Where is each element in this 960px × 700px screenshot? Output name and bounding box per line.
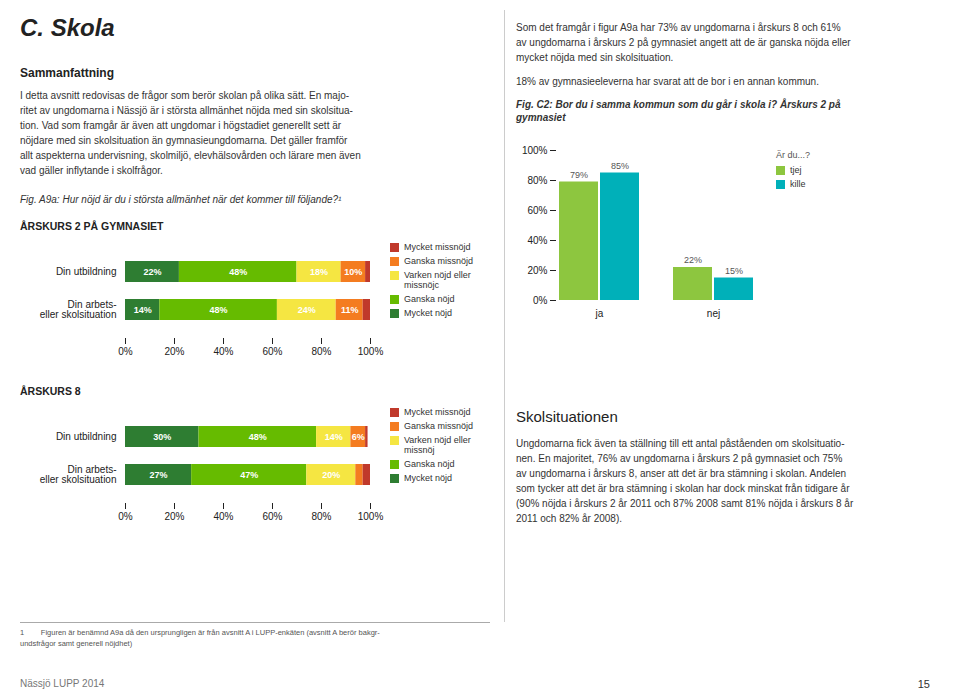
html-text:Mycket missnöjd: Mycket missnöjd [404,242,471,252]
html-text:Skolsituationen: Skolsituationen [516,408,618,425]
svg-text:48%: 48% [229,267,247,277]
html-text:Mycket nöjd: Mycket nöjd [404,473,452,483]
html-text:C. Skola: C. Skola [20,14,115,41]
html-text:Ganska nöjd: Ganska nöjd [404,459,455,469]
html-text:18% av gymnasieeleverna har sv: 18% av gymnasieeleverna har svarat att d… [516,76,819,87]
html-text:Varken nöjd eller missnöjc: Varken nöjd eller missnöjc [404,270,471,290]
svg-text:100%: 100% [522,145,548,156]
svg-text:100%: 100% [358,511,384,522]
html-text:Mycket missnöjd: Mycket missnöjd [404,407,471,417]
svg-text:40%: 40% [213,511,233,522]
svg-text:15%: 15% [725,266,743,276]
svg-text:20%: 20% [527,265,547,276]
svg-text:14%: 14% [325,432,343,442]
svg-text:Din arbets-eller skolsituation: Din arbets-eller skolsituation [40,464,117,485]
svg-text:6%: 6% [352,432,365,442]
svg-text:100%: 100% [358,346,384,357]
html-text:15: 15 [917,678,930,690]
svg-text:60%: 60% [262,511,282,522]
svg-text:27%: 27% [150,470,168,480]
svg-text:0%: 0% [533,295,548,306]
html-text:Ungdomarna fick även ta ställn: Ungdomarna fick även ta ställning till e… [516,438,854,524]
html-text:ÅRSKURS 8: ÅRSKURS 8 [20,385,81,397]
html-text:tjej: tjej [790,165,802,175]
html-text:Är du...?: Är du...? [776,150,810,160]
svg-text:18%: 18% [310,267,328,277]
svg-text:10%: 10% [344,267,362,277]
html-text:Fig. A9a: Hur nöjd är du i stö: Fig. A9a: Hur nöjd är du i största allmä… [20,194,342,205]
svg-text:80%: 80% [527,175,547,186]
html-text:Ganska missnöjd: Ganska missnöjd [404,256,473,266]
svg-text:79%: 79% [570,170,588,180]
html-text:kille: kille [790,179,806,189]
svg-text:20%: 20% [164,346,184,357]
svg-text:14%: 14% [134,305,152,315]
svg-text:Din arbets-eller skolsituation: Din arbets-eller skolsituation [40,299,117,320]
svg-text:60%: 60% [262,346,282,357]
html-text:Som det framgår i figur A9a ha: Som det framgår i figur A9a har 73% av u… [516,22,851,63]
html-text:Fig. C2: Bor du i samma kommun: Fig. C2: Bor du i samma kommun som du gå… [516,99,841,123]
svg-text:40%: 40% [213,346,233,357]
svg-text:11%: 11% [341,305,359,315]
svg-text:24%: 24% [298,305,316,315]
html-text:Nässjö LUPP 2014: Nässjö LUPP 2014 [20,678,105,689]
html-text:Varken nöjd eller missnöj: Varken nöjd eller missnöj [404,435,471,455]
svg-text:30%: 30% [153,432,171,442]
html-text:ÅRSKURS 2 PÅ GYMNASIET: ÅRSKURS 2 PÅ GYMNASIET [20,220,164,232]
svg-text:85%: 85% [611,161,629,171]
svg-text:0%: 0% [118,511,133,522]
svg-text:40%: 40% [527,235,547,246]
svg-text:60%: 60% [527,205,547,216]
svg-text:Din utbildning: Din utbildning [56,266,117,277]
html-text:I detta avsnitt redovisas de f: I detta avsnitt redovisas de frågor som … [20,90,361,176]
svg-text:80%: 80% [311,511,331,522]
html-text:Sammanfattning: Sammanfattning [20,66,114,80]
svg-text:nej: nej [707,308,720,319]
svg-text:22%: 22% [143,267,161,277]
svg-text:Din utbildning: Din utbildning [56,431,117,442]
html-text:1 Figuren är benämnd A9a då de: 1 Figuren är benämnd A9a då den ursprung… [20,628,380,648]
svg-text:48%: 48% [249,432,267,442]
svg-text:47%: 47% [240,470,258,480]
svg-text:22%: 22% [684,255,702,265]
html-text:Mycket nöjd: Mycket nöjd [404,308,452,318]
svg-text:80%: 80% [311,346,331,357]
svg-text:0%: 0% [118,346,133,357]
svg-text:20%: 20% [322,470,340,480]
html-text:Ganska missnöjd: Ganska missnöjd [404,421,473,431]
svg-text:20%: 20% [164,511,184,522]
svg-text:ja: ja [595,308,604,319]
html-text:Ganska nöjd: Ganska nöjd [404,294,455,304]
svg-text:48%: 48% [210,305,228,315]
